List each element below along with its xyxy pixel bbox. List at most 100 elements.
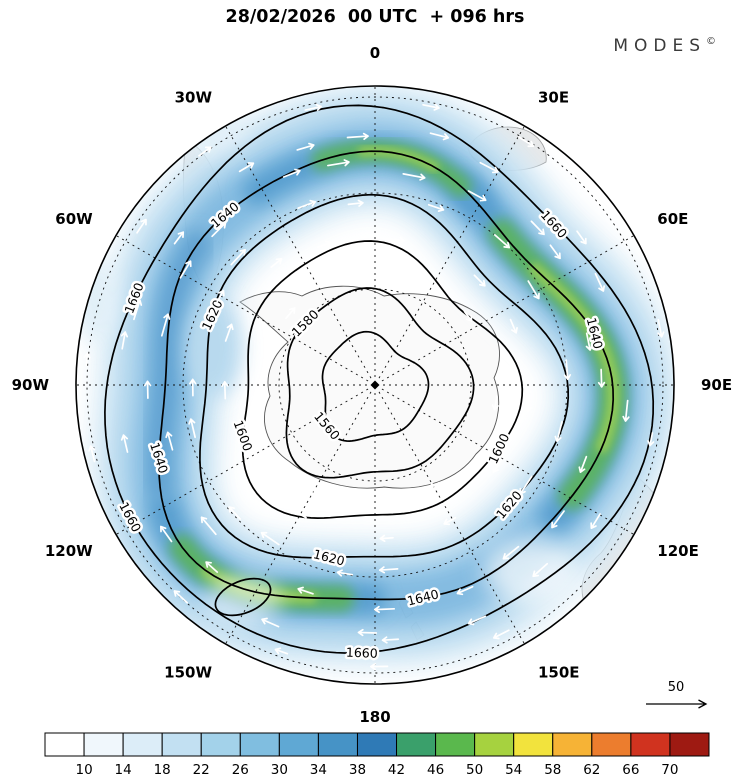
wind-arrow-icon <box>313 489 327 498</box>
longitude-label-150E: 150E <box>538 664 580 682</box>
colorbar-cell <box>161 732 202 757</box>
wind-arrow-icon <box>165 431 174 451</box>
colorbar-cell <box>278 732 319 757</box>
colorbar-cell <box>669 732 710 757</box>
wind-arrow-icon <box>492 629 510 640</box>
wind-arrow-icon <box>527 280 540 300</box>
wind-reference-arrow-icon <box>646 699 708 709</box>
latitude-circle <box>86 96 664 674</box>
wind-arrow-icon <box>198 146 212 157</box>
wind-arrow-icon <box>270 258 283 268</box>
contour-line <box>241 240 524 519</box>
meridian-line <box>116 235 369 382</box>
colorbar-tick-label: 54 <box>505 762 522 778</box>
wind-arrow-icon <box>274 647 289 655</box>
longitude-label-120W: 120W <box>45 542 93 560</box>
wind-arrow-icon <box>578 455 588 474</box>
inner-shading-spur <box>186 300 242 396</box>
wind-arrow-icon <box>173 590 189 604</box>
longitude-label-120E: 120E <box>657 542 699 560</box>
colorbar-tick-label: 14 <box>115 762 132 778</box>
colorbar-cell <box>630 732 671 757</box>
longitude-label-90W: 90W <box>12 376 50 394</box>
contour-line <box>321 330 430 442</box>
wind-arrow-icon <box>160 313 171 337</box>
meridian-line <box>381 235 634 382</box>
colorbar-tick-label: 34 <box>310 762 327 778</box>
wind-arrow-icon <box>200 516 217 536</box>
wind-arrow-icon <box>428 481 440 490</box>
brand-logo: MODES© <box>613 36 716 56</box>
wind-arrow-icon <box>402 173 426 181</box>
contour-line <box>158 150 615 601</box>
longitude-label-30E: 30E <box>538 89 569 107</box>
colorbar-tick-label: 50 <box>466 762 483 778</box>
wind-arrow-icon <box>381 636 400 644</box>
wind-arrow-icon <box>463 310 473 322</box>
wind-arrow-icon <box>297 586 314 595</box>
wind-arrow-icon <box>427 203 445 212</box>
colorbar-tick-label: 10 <box>76 762 93 778</box>
colorbar-cell <box>83 732 124 757</box>
map-disk: 1660166016601660164016401640164016201620… <box>76 86 674 684</box>
wind-arrow-icon <box>136 218 147 234</box>
wind-arrow-icon <box>563 359 572 381</box>
wind-arrow-icon <box>647 432 655 447</box>
wind-arrow-icon <box>297 199 317 210</box>
longitude-labels: 0 30E 60E 90E 120E 150E 180 150W 120W 90W 60W 30W <box>12 44 733 726</box>
wind-arrow-icon <box>622 399 630 422</box>
map-boundary-circle <box>75 85 675 685</box>
wind-arrow-icon <box>282 168 301 178</box>
wind-arrow-icon <box>143 380 152 399</box>
colorbar-cell <box>317 732 358 757</box>
wind-arrow-icon <box>509 318 518 334</box>
wind-arrow-icon <box>386 236 405 244</box>
wind-arrow-icon <box>373 605 396 614</box>
meridian-line <box>225 126 372 379</box>
colorbar-cell <box>552 732 593 757</box>
wind-arrow-icon <box>347 199 364 207</box>
longitude-label-30W: 30W <box>175 89 213 107</box>
colorbar-tick-label: 70 <box>661 762 678 778</box>
brand-mark-icon: © <box>706 36 716 47</box>
colorbar-tick-label: 18 <box>154 762 171 778</box>
wind-arrow-icon <box>215 289 225 305</box>
wind-arrow-icon <box>133 299 143 321</box>
wind-arrow-icon <box>205 561 219 573</box>
closed-contour-cell <box>214 577 272 617</box>
wind-arrow-icon <box>422 103 440 111</box>
wind-arrow-icon <box>597 368 606 388</box>
longitude-label-150W: 150W <box>164 664 212 682</box>
wind-arrow-icon <box>530 220 545 236</box>
colorbar-tick-label: 46 <box>427 762 444 778</box>
colorbar-cell <box>513 732 554 757</box>
colorbar-tick-label: 62 <box>583 762 600 778</box>
wind-reference: 50 <box>646 680 708 709</box>
wind-arrow-icon <box>173 231 185 245</box>
colorbar-cell <box>474 732 515 757</box>
wind-arrow-icon <box>261 617 280 628</box>
contour-line <box>104 104 655 654</box>
wind-arrow-icon <box>551 510 565 529</box>
wind-arrow-icon <box>248 464 259 479</box>
wind-arrow-icon <box>357 628 378 637</box>
wind-arrow-icon <box>260 531 280 546</box>
wind-arrow-icon <box>379 534 394 543</box>
wind-arrow-icon <box>304 103 322 112</box>
wind-arrow-icon <box>179 260 192 279</box>
shading-minimum-patch <box>484 538 580 606</box>
contour-line <box>199 193 570 559</box>
shading-minimum-patch <box>203 574 283 626</box>
longitude-label-60E: 60E <box>657 210 688 228</box>
colorbar-cell <box>239 732 280 757</box>
pole-marker <box>370 380 380 390</box>
wind-arrow-icon <box>228 506 242 520</box>
colorbar-cell <box>396 732 437 757</box>
light-shading-patch <box>170 106 246 150</box>
wind-arrow-icon <box>456 585 474 596</box>
contour-label: 1660 <box>346 645 378 661</box>
contour-line <box>285 287 475 479</box>
longitude-label-180: 180 <box>359 708 390 726</box>
colorbar-cell <box>435 732 476 757</box>
wind-arrow-icon <box>336 569 354 577</box>
